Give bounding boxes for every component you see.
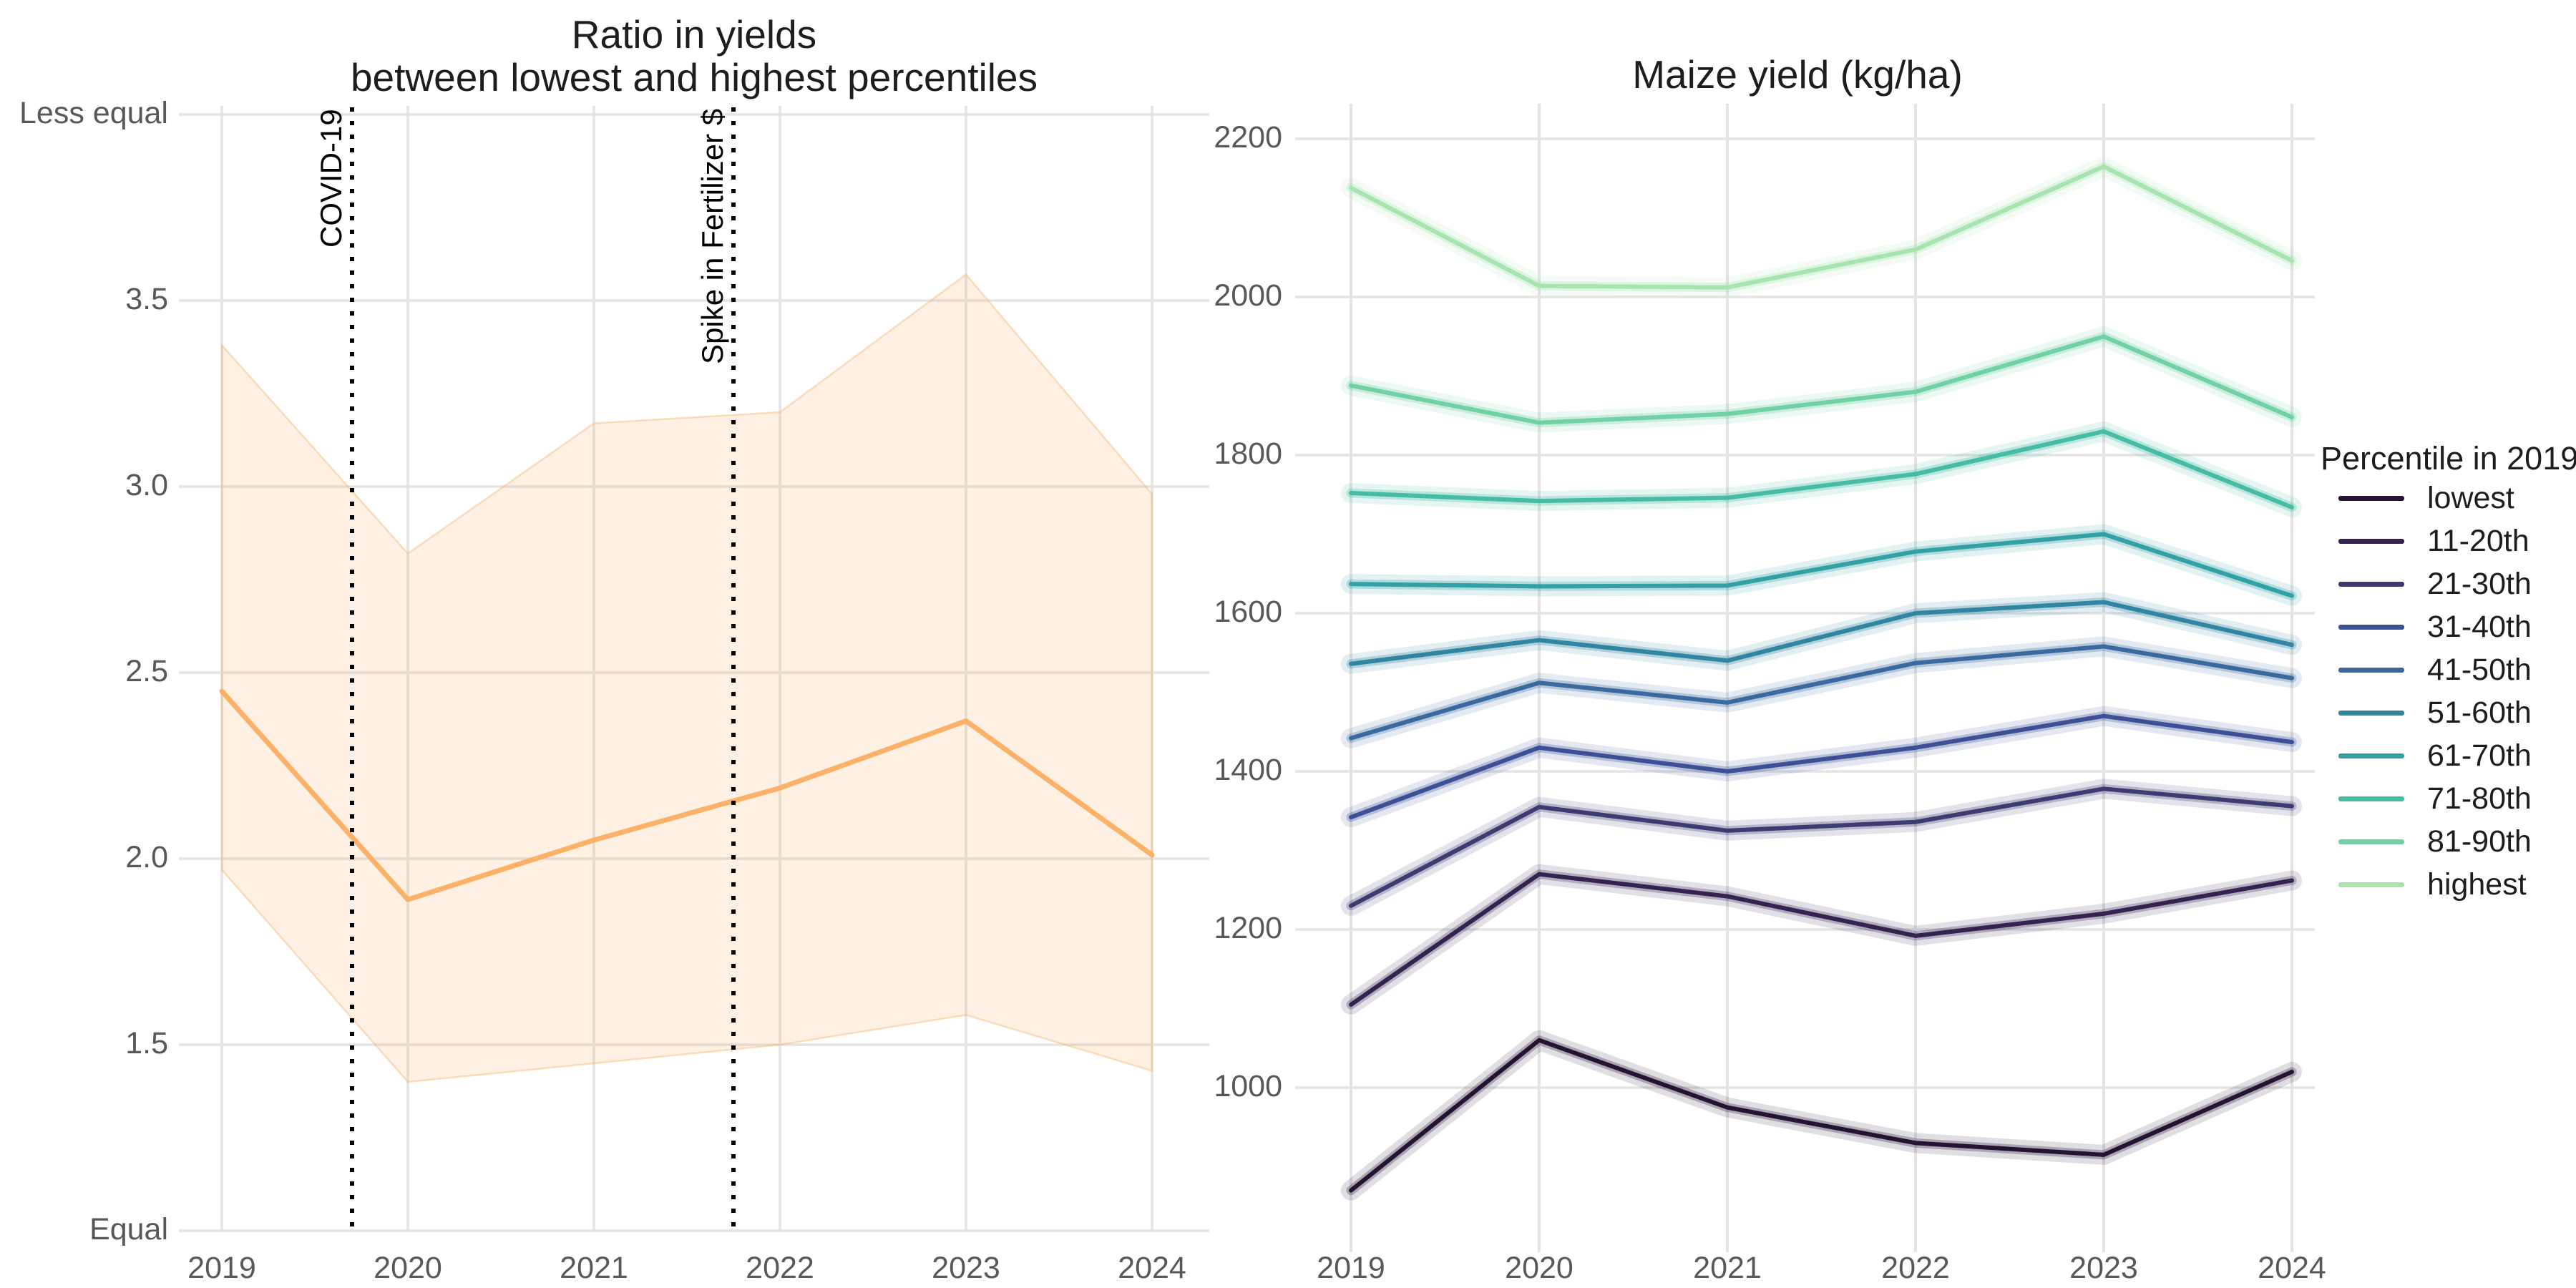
legend-swatch <box>2338 539 2404 544</box>
left-y-tick-label: 1.5 <box>125 1026 168 1060</box>
left-x-tick-label: 2020 <box>374 1251 442 1285</box>
legend-swatch <box>2338 882 2404 887</box>
legend-item-label: highest <box>2427 867 2527 902</box>
left-y-tick-label: Equal <box>89 1212 168 1246</box>
legend-item-label: 71-80th <box>2427 781 2532 816</box>
right-x-tick-label: 2019 <box>1317 1251 1385 1285</box>
legend-swatch <box>2338 668 2404 673</box>
legend-item-label: 31-40th <box>2427 610 2532 644</box>
legend-swatch <box>2338 839 2404 844</box>
legend-item-label: 41-50th <box>2427 653 2532 687</box>
right-x-tick-label: 2020 <box>1505 1251 1574 1285</box>
right-chart-title: Maize yield (kg/ha) <box>1632 52 1963 97</box>
legend-item-label: 61-70th <box>2427 738 2532 773</box>
right-x-tick-label: 2021 <box>1693 1251 1762 1285</box>
left-y-tick-label: Less equal <box>19 96 168 130</box>
legend-swatch <box>2338 753 2404 758</box>
legend-item-label: 21-30th <box>2427 567 2532 601</box>
legend-swatch <box>2338 496 2404 501</box>
legend-title: Percentile in 2019 <box>2321 440 2576 477</box>
right-y-tick-label: 1600 <box>1214 595 1282 629</box>
legend-swatch <box>2338 625 2404 630</box>
left-y-tick-label: 3.0 <box>125 468 168 502</box>
right-y-tick-label: 1200 <box>1214 911 1282 945</box>
legend-item-label: 81-90th <box>2427 824 2532 859</box>
legend-item-label: 11-20th <box>2427 524 2529 558</box>
left-x-tick-label: 2024 <box>1118 1251 1186 1285</box>
right-y-tick-label: 1000 <box>1214 1069 1282 1103</box>
right-x-tick-label: 2024 <box>2258 1251 2326 1285</box>
legend-swatch <box>2338 582 2404 587</box>
legend-swatch <box>2338 711 2404 716</box>
left-chart-title-line1: Ratio in yields <box>571 12 817 57</box>
annotation-fertilizer-spike: Spike in Fertilizer $ <box>696 108 729 364</box>
legend-item-label: lowest <box>2427 481 2514 515</box>
left-chart-title-line2: between lowest and highest percentiles <box>350 55 1038 99</box>
right-x-tick-label: 2023 <box>2069 1251 2138 1285</box>
right-y-tick-label: 2200 <box>1214 120 1282 155</box>
left-x-tick-label: 2019 <box>187 1251 256 1285</box>
right-y-tick-label: 1800 <box>1214 436 1282 471</box>
left-x-tick-label: 2022 <box>746 1251 814 1285</box>
right-x-tick-label: 2022 <box>1881 1251 1950 1285</box>
left-y-tick-label: 2.0 <box>125 840 168 874</box>
right-y-tick-label: 1400 <box>1214 753 1282 787</box>
left-y-tick-label: 3.5 <box>125 282 168 316</box>
right-y-tick-label: 2000 <box>1214 278 1282 313</box>
annotation-covid19: COVID-19 <box>314 109 348 248</box>
left-y-tick-label: 2.5 <box>125 654 168 688</box>
legend-item-label: 51-60th <box>2427 696 2532 730</box>
left-x-tick-label: 2023 <box>932 1251 1000 1285</box>
left-x-tick-label: 2021 <box>560 1251 628 1285</box>
legend-swatch <box>2338 796 2404 801</box>
